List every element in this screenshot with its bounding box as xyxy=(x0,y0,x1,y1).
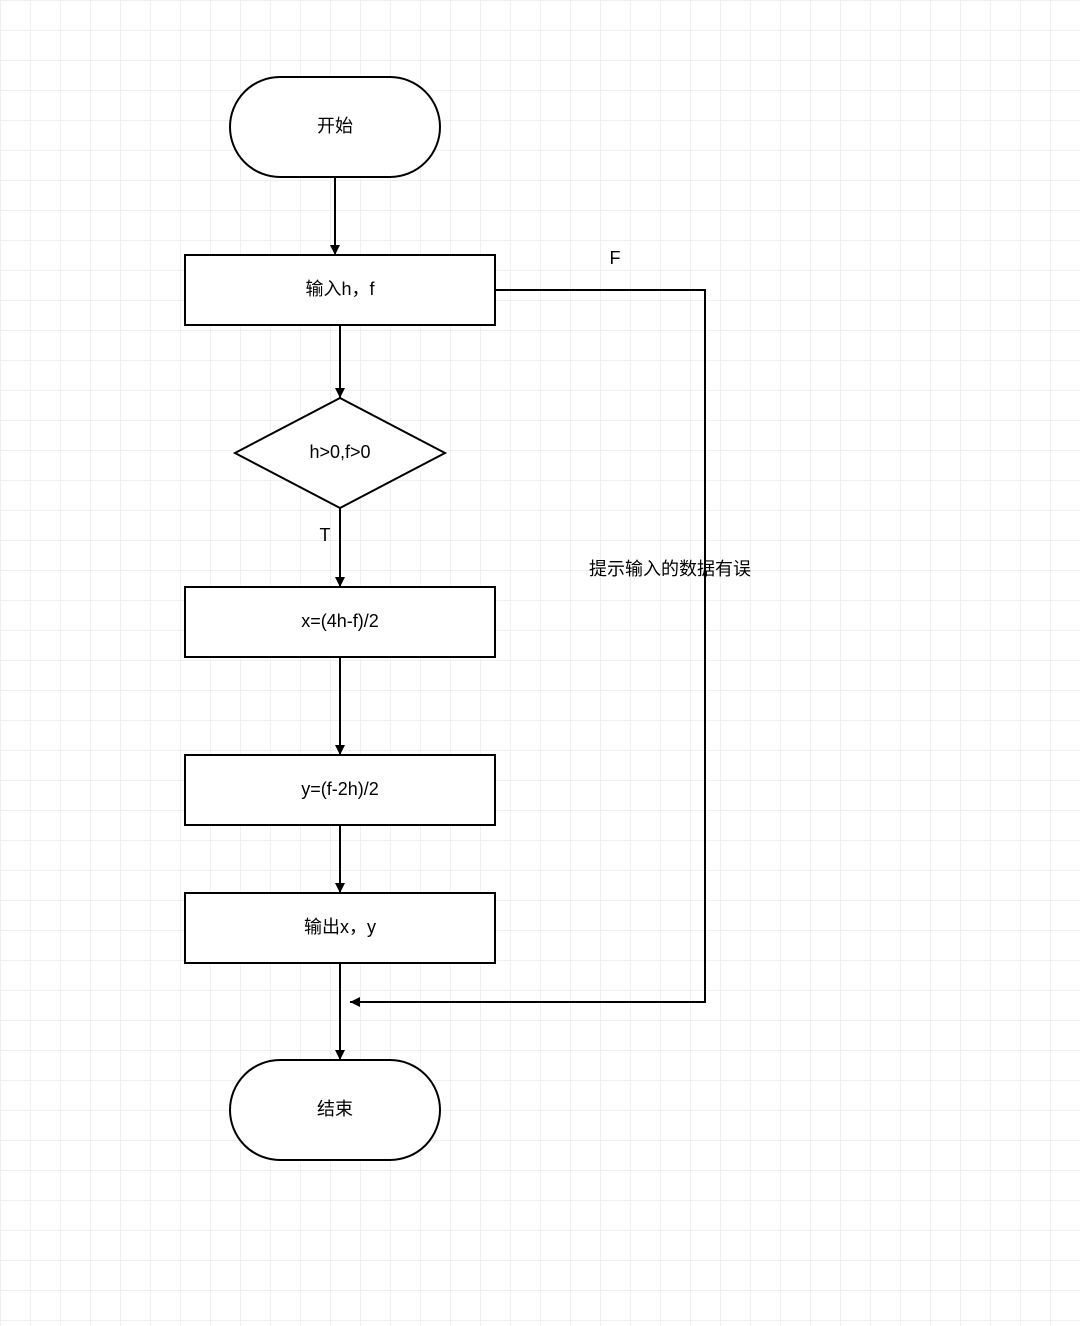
node-label-calc_y: y=(f-2h)/2 xyxy=(301,779,379,799)
node-label-input: 输入h，f xyxy=(305,279,375,299)
node-label-output: 输出x，y xyxy=(304,917,376,937)
node-label-decision: h>0,f>0 xyxy=(309,442,370,462)
flowchart-canvas: 开始输入h，f h>0,f>0 x=(4h-f)/2 y=(f-2h)/2 输出x，y 结… xyxy=(0,0,1080,1326)
edge-label-6: F xyxy=(610,248,621,268)
flowchart-svg: 开始输入h，f h>0,f>0 x=(4h-f)/2 y=(f-2h)/2 输出x，y 结… xyxy=(0,0,1080,1326)
node-label-start: 开始 xyxy=(317,116,353,136)
node-label-calc_x: x=(4h-f)/2 xyxy=(301,611,379,631)
edge-label-2: T xyxy=(320,525,331,545)
edge-side-label-6: 提示输入的数据有误 xyxy=(589,559,751,579)
node-label-end: 结束 xyxy=(317,1099,353,1119)
